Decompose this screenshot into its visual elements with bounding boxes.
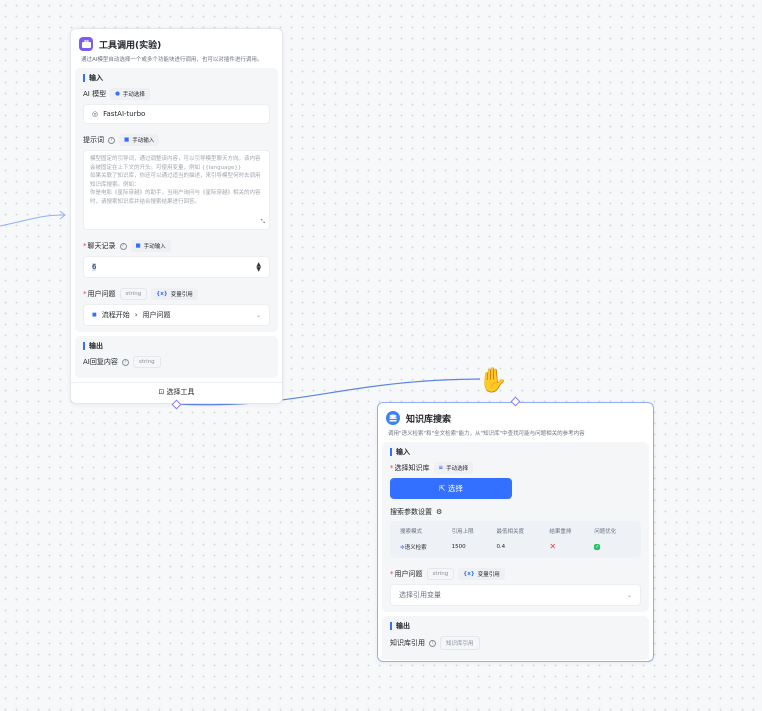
cross-icon: ✕ — [549, 542, 557, 551]
input-section: 输入 AI 模型 ● 手动选择 ◎ FastAI-turbo 提示词? ■ 手动输入 模型… — [75, 68, 278, 332]
kb-label: 选择知识库 — [394, 464, 430, 472]
cell-limit: 1500 — [451, 543, 466, 550]
question-label: 用户问题 — [394, 570, 423, 578]
output-label: AI回复内容 — [83, 358, 118, 366]
type-tag: 知识库引用 — [440, 636, 480, 650]
grab-cursor-icon: ✋ — [478, 366, 508, 394]
tag-label: 手动选择 — [446, 466, 469, 472]
help-icon[interactable]: ? — [119, 242, 127, 250]
section-title: 输出 — [390, 622, 641, 630]
button-label: 选择 — [447, 484, 463, 493]
params-table: 搜索模式 引用上限 最低相关度 结果重排 问题优化 ✲语义检索 1500 0.4 ✕ ✓ — [390, 521, 641, 558]
edge-incoming — [0, 214, 65, 227]
stepper-icon[interactable]: ▲ ▼ — [256, 261, 261, 273]
column-header: 搜索模式 — [400, 529, 423, 535]
help-icon[interactable]: ? — [121, 358, 129, 366]
knowledge-search-node[interactable]: 知识库搜索 调用"语义检索"和"全文检索"能力，从"知识库"中查找可能与问题相关… — [377, 402, 654, 662]
output-section: 输出 知识库引用? 知识库引用 — [382, 616, 649, 660]
model-icon: ◎ — [92, 110, 99, 118]
history-label: 聊天记录 — [87, 242, 116, 250]
table-row: ✲语义检索 1500 0.4 ✕ ✓ — [396, 539, 635, 556]
params-label: 搜索参数设置 — [390, 508, 432, 516]
settings-icon[interactable]: ⚙ — [436, 508, 443, 516]
section-title: 输出 — [83, 342, 270, 350]
prompt-label: 提示词 — [83, 136, 104, 144]
input-icon: ■ — [135, 243, 141, 249]
variable-icon: {x} — [156, 291, 168, 297]
select-kb-button[interactable]: ⇱ 选择 — [390, 478, 512, 499]
history-value: 6 — [92, 263, 97, 271]
ai-model-select[interactable]: ◎ FastAI-turbo — [83, 104, 270, 124]
tag-label: 手动选择 — [122, 92, 145, 98]
column-header: 问题优化 — [594, 529, 617, 535]
prompt-mode-tag[interactable]: ■ 手动输入 — [119, 134, 160, 146]
input-section: 输入 * 选择知识库 ≡ 手动选择 ⇱ 选择 搜索参数设置 ⚙ 搜索模式 引用上限 最低相关… — [382, 442, 649, 612]
node-title: 知识库搜索 — [406, 414, 452, 425]
cell-mode: 语义检索 — [404, 544, 427, 551]
history-number-input[interactable]: 6 ▲ ▼ — [83, 256, 270, 278]
select-tool-button[interactable]: ⊡ 选择工具 — [71, 382, 282, 402]
database-icon — [386, 411, 400, 425]
tag-label: 手动输入 — [132, 138, 155, 144]
ref-source: 流程开始 — [101, 311, 130, 319]
question-label: 用户问题 — [87, 290, 116, 298]
tag-label: 变量引用 — [477, 572, 500, 578]
database-icon: ≡ — [438, 465, 444, 471]
ai-model-label: AI 模型 — [83, 90, 107, 98]
tool-call-node[interactable]: 工具调用(实验) 通过AI模型自动选择一个或多个功能块进行调用，也可以对插件进行… — [70, 28, 283, 404]
question-ref-select[interactable]: ■ 流程开始 › 用户问题 ⌄ — [83, 304, 270, 326]
section-title: 输入 — [390, 448, 641, 456]
button-label: 选择工具 — [166, 388, 195, 396]
kb-mode-tag[interactable]: ≡ 手动选择 — [433, 462, 474, 474]
column-header: 最低相关度 — [496, 529, 524, 535]
ai-model-mode-tag[interactable]: ● 手动选择 — [110, 88, 150, 100]
cell-similarity: 0.4 — [496, 543, 506, 550]
input-icon: ■ — [124, 137, 130, 143]
chevron-down-icon: ⌄ — [626, 591, 632, 599]
ai-model-value: FastAI-turbo — [103, 110, 146, 118]
toolbox-icon: ⊡ — [158, 388, 165, 396]
type-tag: string — [426, 568, 455, 580]
type-tag: string — [132, 356, 161, 368]
history-mode-tag[interactable]: ■ 手动输入 — [130, 240, 171, 252]
column-header: 引用上限 — [451, 529, 474, 535]
resize-icon[interactable]: ⤡ — [260, 219, 265, 226]
column-header: 结果重排 — [549, 529, 572, 535]
cursor-icon: ⇱ — [439, 484, 446, 493]
tag-label: 变量引用 — [170, 292, 193, 298]
toolbox-icon — [79, 37, 93, 51]
output-label: 知识库引用 — [390, 639, 425, 647]
question-mode-tag[interactable]: {x} 变量引用 — [458, 568, 505, 580]
chevron-right-icon: › — [134, 311, 138, 319]
arrow-icon — [59, 210, 66, 220]
select-placeholder: 选择引用变量 — [399, 591, 441, 599]
type-tag: string — [119, 288, 148, 300]
help-icon[interactable]: ? — [429, 639, 436, 647]
tag-label: 手动输入 — [143, 244, 166, 250]
check-icon: ✓ — [594, 543, 601, 550]
ref-field: 用户问题 — [142, 311, 171, 319]
flow-icon: ■ — [92, 312, 97, 318]
node-description: 调用"语义检索"和"全文检索"能力，从"知识库"中查找可能与问题相关的参考内容 — [388, 431, 585, 437]
output-section: 输出 AI回复内容? string — [75, 336, 278, 378]
question-ref-select[interactable]: 选择引用变量 ⌄ — [390, 584, 641, 606]
chevron-down-icon: ⌄ — [255, 311, 261, 319]
prompt-placeholder: 模型固定的引导词，通过调整该内容，可以引导模型聊天方向。该内容会被固定在上下文的… — [90, 156, 261, 205]
robot-icon: ● — [115, 91, 120, 97]
node-description: 通过AI模型自动选择一个或多个功能块进行调用，也可以对插件进行调用。 — [81, 57, 263, 63]
semantic-icon: ✲ — [400, 544, 405, 551]
help-icon[interactable]: ? — [108, 136, 115, 144]
node-title: 工具调用(实验) — [99, 40, 162, 51]
question-mode-tag[interactable]: {x} 变量引用 — [151, 288, 198, 300]
variable-icon: {x} — [463, 571, 475, 577]
prompt-textarea[interactable]: 模型固定的引导词，通过调整该内容，可以引导模型聊天方向。该内容会被固定在上下文的… — [83, 150, 270, 230]
section-title: 输入 — [83, 74, 270, 82]
